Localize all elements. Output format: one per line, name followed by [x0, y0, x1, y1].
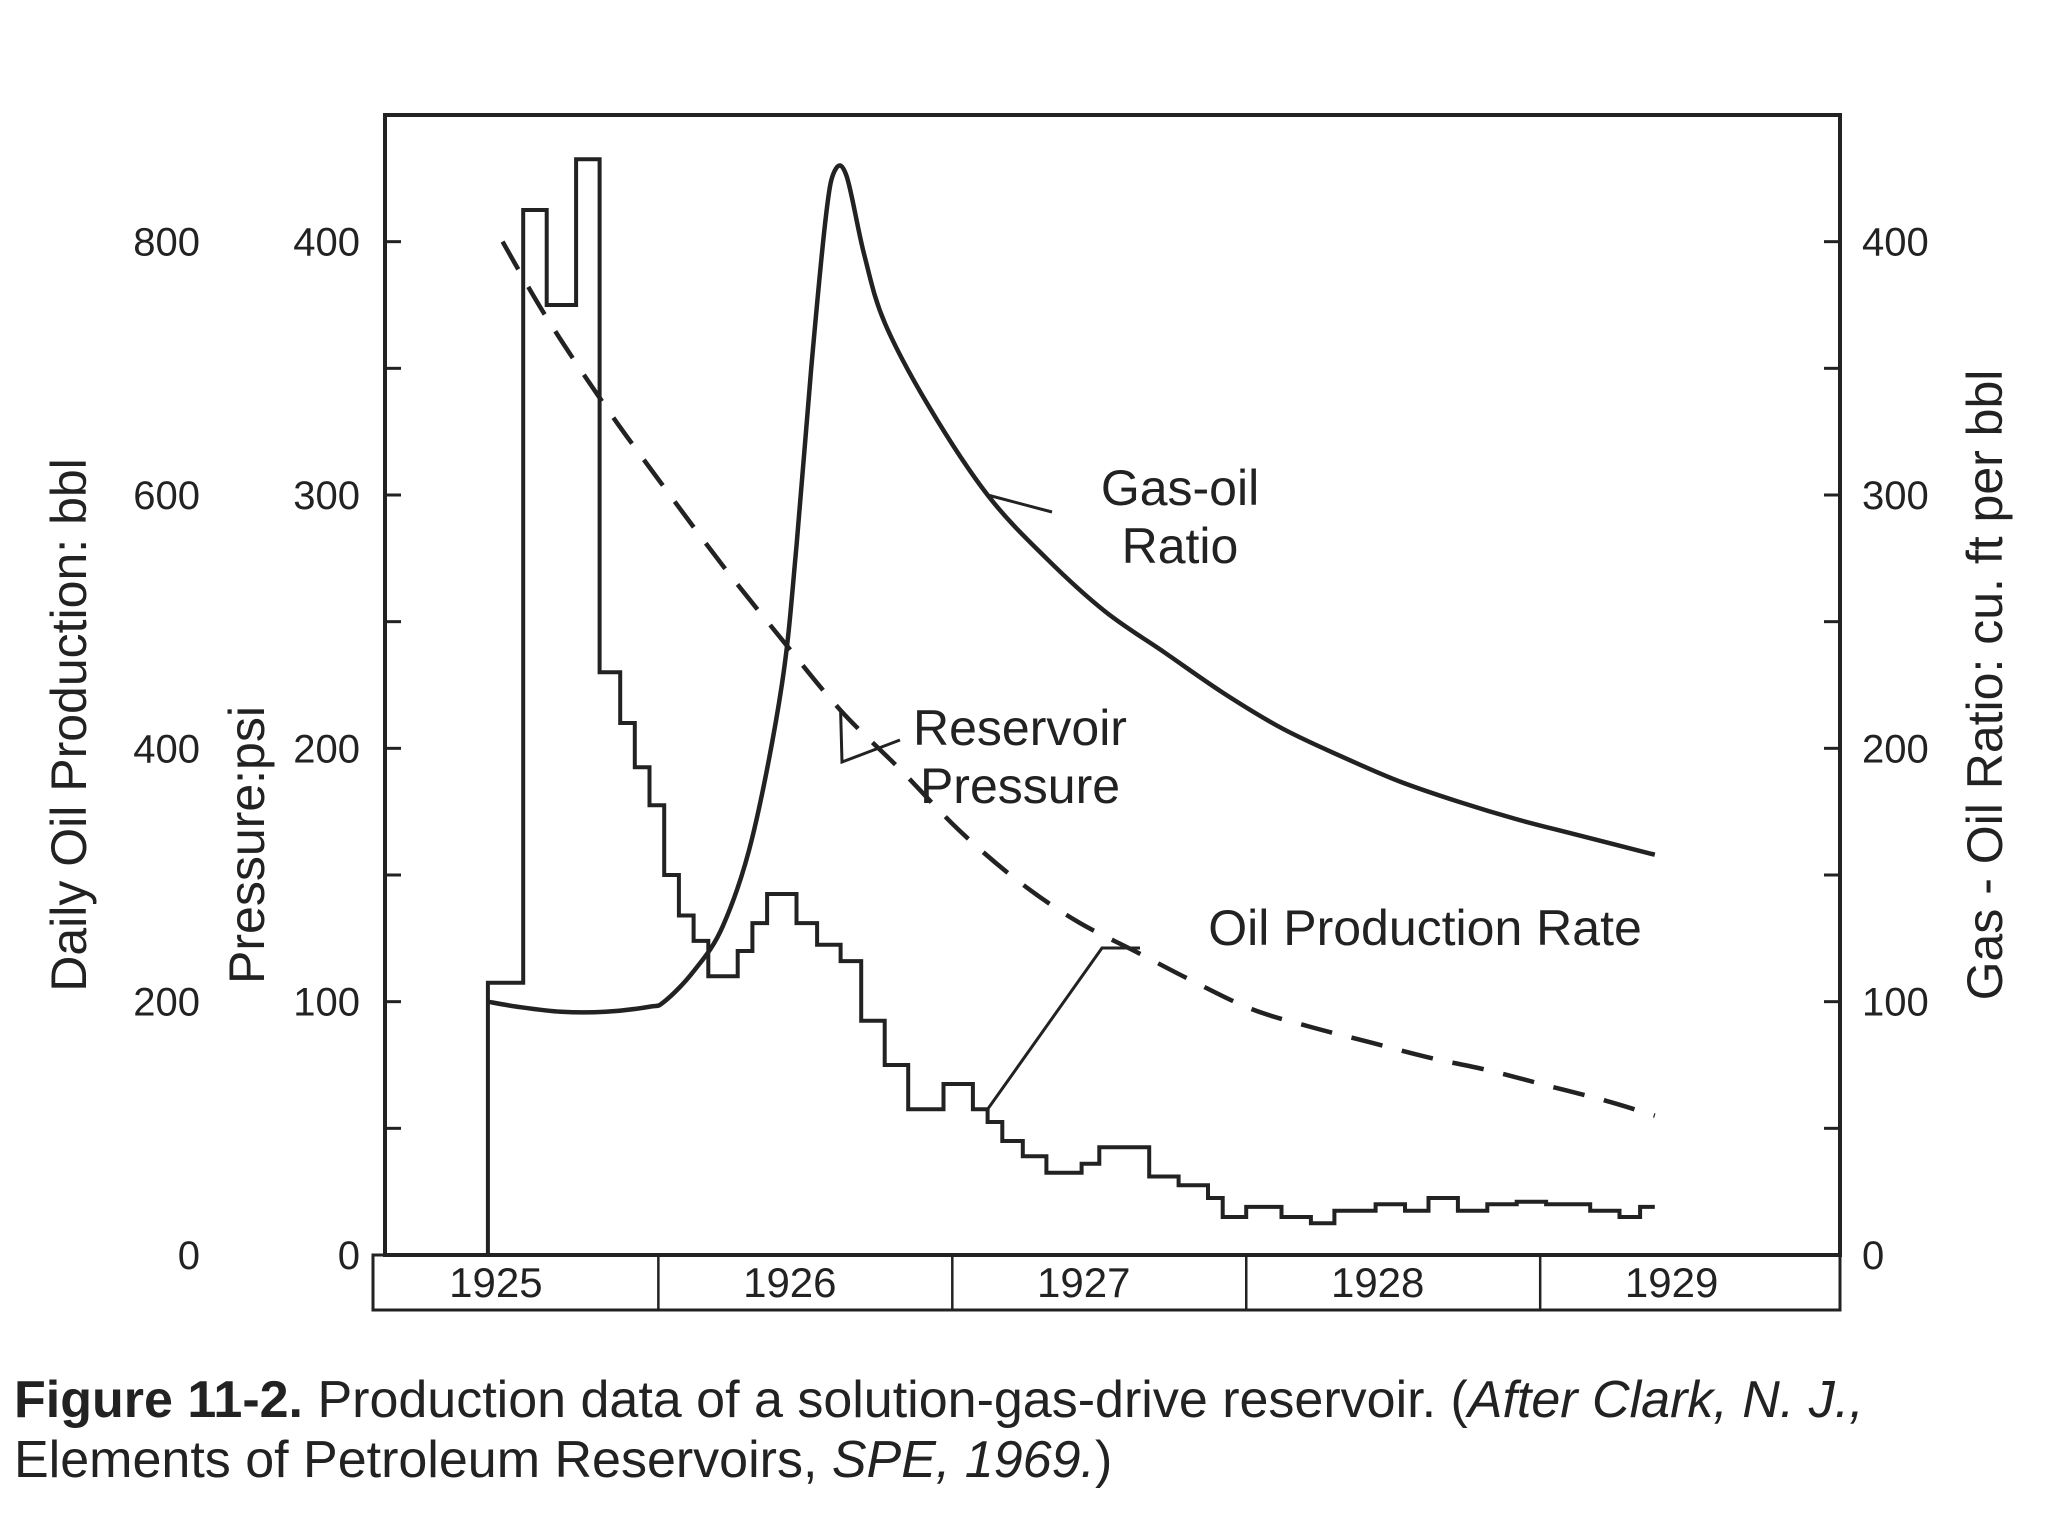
x-tick-label-1929: 1929	[1625, 1259, 1718, 1306]
pressure-tick-label-0: 0	[338, 1234, 360, 1278]
daily-oil-tick-label-800: 800	[133, 221, 200, 265]
daily-oil-tick-label-600: 600	[133, 474, 200, 518]
annotation-oil-production-rate: Oil Production Rate	[1208, 900, 1642, 956]
pressure-tick-label-400: 400	[293, 221, 360, 265]
gor-tick-label-300: 300	[1862, 474, 1929, 518]
caption-line2-prefix: Elements of Petroleum Reservoirs,	[14, 1431, 832, 1489]
gor-axis-title: Gas - Oil Ratio: cu. ft per bbl	[1957, 370, 2013, 1001]
leader-line-gas-oil-ratio	[987, 493, 1053, 514]
daily-oil-axis-title: Daily Oil Production: bbl	[41, 458, 97, 992]
pressure-tick-label-200: 200	[293, 727, 360, 771]
annotation-line: Pressure	[920, 758, 1120, 814]
series-line-reservoir-pressure	[500, 240, 1656, 1118]
plot-frame	[371, 113, 1842, 1312]
annotation-line: Ratio	[1122, 518, 1239, 574]
gor-tick-label-100: 100	[1862, 981, 1929, 1025]
x-tick-label-1927: 1927	[1037, 1259, 1130, 1306]
annotation-line: Oil Production Rate	[1208, 900, 1642, 956]
pressure-tick-label-300: 300	[293, 474, 360, 518]
annotation-line: Gas-oil	[1101, 460, 1259, 516]
caption-text: Production data of a solution-gas-drive …	[303, 1371, 1468, 1429]
caption-line2-italic: SPE, 1969.	[831, 1431, 1095, 1489]
axis-ticks: 1925 1926 1927 1928 1929 0 200 400 600 800 0 100 200…	[41, 113, 2013, 1306]
leader-line-oil-production-rate	[986, 946, 1140, 1111]
figure-caption: Figure 11-2. Production data of a soluti…	[14, 1370, 2034, 1490]
gor-tick-label-400: 400	[1862, 221, 1929, 265]
caption-source: After Clark, N. J.,	[1467, 1371, 1864, 1429]
annotation-line: Reservoir	[913, 700, 1127, 756]
annotations: Gas-oil Ratio Reservoir Pressure Oil Product…	[839, 460, 1642, 1111]
x-tick-label-1925: 1925	[449, 1259, 542, 1306]
pressure-axis-title: Pressure:psi	[219, 706, 275, 984]
series-line-gas-oil-ratio	[487, 163, 1656, 1015]
series-line-oil-production-rate	[485, 157, 1655, 1255]
year-band	[371, 1253, 1842, 1312]
series-lines	[485, 157, 1656, 1255]
leader-line-reservoir-pressure	[839, 710, 901, 765]
caption-line2-suffix: )	[1094, 1431, 1113, 1489]
x-tick-label-1928: 1928	[1331, 1259, 1424, 1306]
daily-oil-tick-label-200: 200	[133, 981, 200, 1025]
plot-border	[383, 113, 1842, 1257]
daily-oil-tick-label-0: 0	[178, 1234, 200, 1278]
annotation-reservoir-pressure: Reservoir Pressure	[913, 700, 1127, 814]
figure-number: Figure 11-2.	[14, 1371, 303, 1429]
gor-tick-label-200: 200	[1862, 727, 1929, 771]
daily-oil-tick-label-400: 400	[133, 727, 200, 771]
pressure-tick-label-100: 100	[293, 981, 360, 1025]
gor-tick-label-0: 0	[1862, 1234, 1884, 1278]
annotation-gas-oil-ratio: Gas-oil Ratio	[1101, 460, 1259, 574]
x-tick-label-1926: 1926	[743, 1259, 836, 1306]
